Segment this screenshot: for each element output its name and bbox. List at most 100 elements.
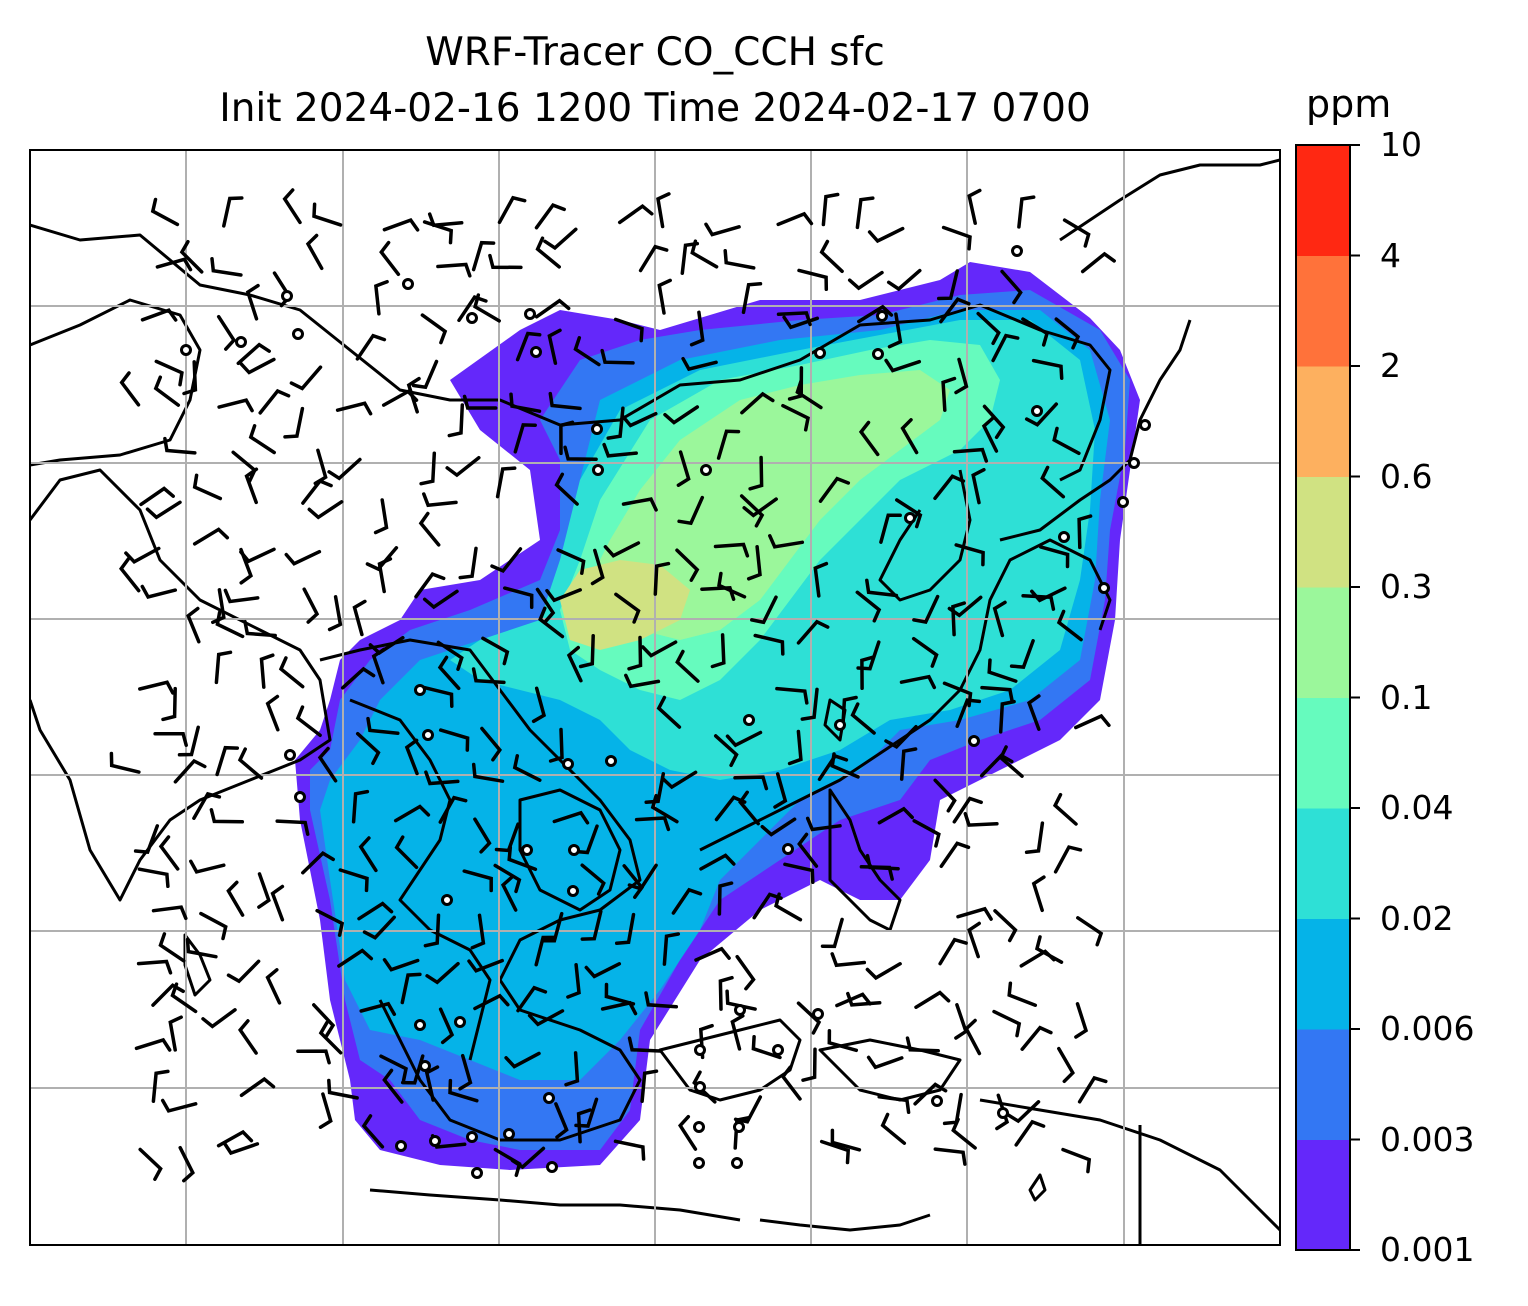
wind-barb [954, 357, 969, 395]
calm-circle [567, 885, 579, 897]
wind-barb [458, 1053, 473, 1091]
wind-barb [573, 336, 601, 367]
calm-circle [471, 1167, 483, 1179]
wind-barb [538, 606, 565, 639]
colorbar-tick-label: 0.04 [1380, 788, 1454, 827]
wind-barb [295, 705, 322, 738]
wind-barb [151, 905, 188, 921]
wind-barb [971, 467, 986, 505]
wind-barb [1021, 593, 1056, 611]
wind-barb [690, 239, 719, 269]
wind-barb [223, 588, 260, 604]
wind-barb [1054, 317, 1081, 350]
wind-barb [821, 192, 840, 227]
colorbar-band [1296, 1029, 1350, 1140]
wind-barb [905, 1036, 940, 1053]
calm-circle [419, 1060, 431, 1072]
wind-barb [1026, 694, 1041, 731]
wind-barb [760, 817, 797, 837]
calm-circle [466, 1131, 478, 1143]
wind-barb [359, 1001, 397, 1016]
wind-barb [282, 188, 302, 225]
calm-circle [235, 336, 247, 348]
wind-barb [527, 1009, 565, 1027]
wind-barb [846, 991, 882, 1007]
colorbar-tick-label: 0.003 [1380, 1119, 1475, 1159]
wind-barb [1040, 465, 1066, 499]
wind-barb [243, 619, 277, 638]
wind-barb [133, 824, 160, 854]
wind-barb [951, 601, 967, 637]
wind-barb [650, 793, 679, 824]
wind-barb [782, 315, 820, 330]
wind-barb [189, 859, 226, 874]
wind-barb [964, 1018, 982, 1056]
wind-barb [447, 403, 465, 438]
wind-barb [138, 680, 175, 695]
calm-circle [562, 758, 574, 770]
wind-barb [457, 295, 488, 323]
wind-barb [210, 257, 243, 277]
wind-barb [1006, 1100, 1041, 1124]
wind-barb [933, 474, 966, 501]
wind-barb [566, 963, 581, 999]
wind-barb [436, 640, 464, 671]
colorbar-tick-label: 2 [1380, 346, 1401, 385]
wind-barb [774, 892, 803, 922]
wind-barb [877, 1095, 911, 1115]
wind-barb [1030, 586, 1067, 603]
wind-barb [787, 729, 803, 766]
wind-barb [781, 403, 810, 432]
wind-barb [830, 952, 867, 968]
calm-circle [414, 1019, 426, 1031]
calm-circle [1117, 496, 1129, 508]
wind-barb [199, 911, 228, 941]
wind-barb [406, 376, 421, 414]
wind-barb [566, 645, 583, 683]
wind-barb [987, 658, 1018, 683]
wind-barb [865, 853, 900, 871]
wind-barb [820, 917, 844, 949]
calm-circle [1011, 245, 1023, 257]
wind-barb [318, 1020, 343, 1055]
wind-barb [222, 196, 244, 228]
wind-barb [677, 495, 705, 526]
wind-barb [716, 429, 741, 460]
calm-circle [694, 1081, 706, 1093]
wind-barb [226, 959, 261, 984]
wind-barb [201, 1008, 237, 1029]
wind-barb [886, 268, 922, 292]
wind-barb [954, 543, 985, 567]
wind-barb [1057, 1046, 1075, 1084]
wind-barb [340, 666, 376, 690]
wind-barb [995, 1093, 1010, 1131]
wind-barb [509, 392, 542, 413]
wind-barb [656, 192, 671, 229]
wind-barb [185, 937, 218, 959]
wind-barb [967, 921, 981, 959]
colorbar-tick-label: 0.006 [1380, 1009, 1475, 1048]
calm-circle [872, 348, 884, 360]
wind-barb [547, 328, 562, 365]
wind-barb [335, 401, 373, 416]
wind-barb [393, 804, 431, 823]
calm-circle [997, 1107, 1009, 1119]
calm-circle [772, 1044, 784, 1056]
wind-barb [419, 451, 437, 486]
wind-barb [275, 819, 310, 836]
wind-barb [471, 762, 505, 783]
wind-barb [163, 436, 197, 455]
calm-circle [968, 735, 980, 747]
wind-barb [265, 968, 282, 1005]
calm-circle [605, 755, 617, 767]
wind-barb [742, 497, 778, 518]
calm-circle [782, 843, 794, 855]
wind-barb [355, 333, 387, 361]
wind-barb [239, 1076, 276, 1098]
wind-barb [835, 992, 872, 1008]
colorbar-tick-label: 0.6 [1380, 456, 1433, 496]
wind-barb [768, 534, 805, 549]
wind-barb [379, 1054, 408, 1083]
wind-barb [552, 810, 590, 825]
wind-barb [936, 269, 959, 301]
